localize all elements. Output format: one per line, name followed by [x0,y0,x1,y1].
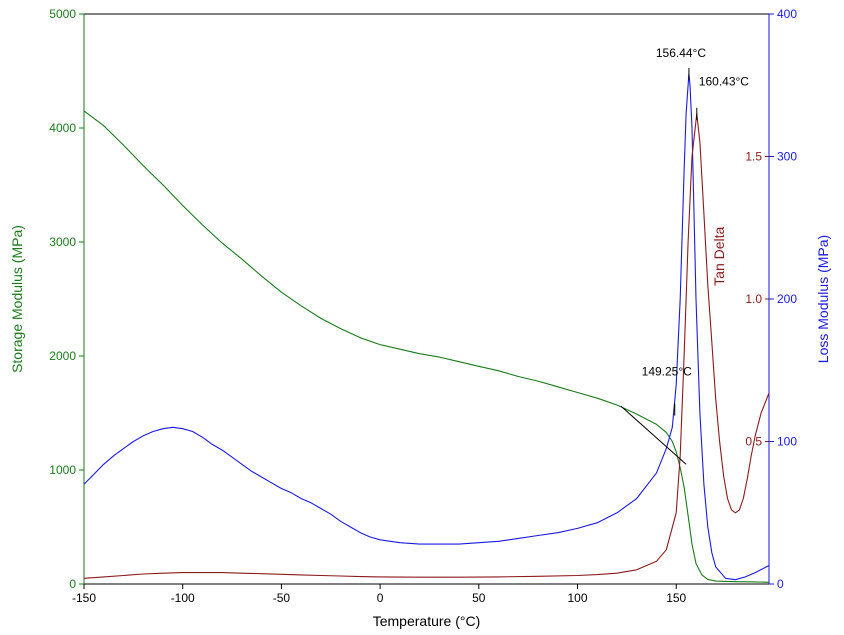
loss-modulus-axis-title: Loss Modulus (MPa) [815,235,831,363]
storage-tick-label: 3000 [49,235,76,249]
loss-tick-label: 0 [777,577,784,591]
storage-curve [83,110,770,583]
x-tick-label: -50 [273,591,291,605]
onset-label: 149.25°C [642,364,693,378]
onset-tangent-line [620,405,687,465]
x-tick-label: 150 [666,591,686,605]
tan-delta-axis-title: Tan Delta [711,226,727,285]
x-tick-label: -100 [171,591,195,605]
annotation-layer: 149.25°C 156.44°C 160.43°C [642,46,750,416]
storage-modulus-axis-title: Storage Modulus (MPa) [9,225,25,373]
tandelta-tick-label: 0.5 [745,435,762,449]
tandelta-curve [83,113,770,579]
loss-tick-label: 400 [777,7,797,21]
axes-layer: -150 -100 -50 0 50 100 15001000200030004000500… [49,7,797,605]
storage-tick-label: 0 [69,577,76,591]
loss-tick-label: 300 [777,150,797,164]
storage-tick-label: 4000 [49,121,76,135]
x-axis-title: Temperature (°C) [373,613,481,629]
x-tick-label: 50 [472,591,486,605]
x-tick-label: 100 [568,591,588,605]
plot-frame [83,13,770,585]
tan-peak-label: 160.43°C [699,74,750,88]
loss-curve [83,73,770,581]
storage-tick-label: 2000 [49,349,76,363]
loss-tick-label: 100 [777,435,797,449]
series-layer [83,73,770,583]
x-tick-label: -150 [72,591,96,605]
storage-tick-label: 1000 [49,463,76,477]
loss-tick-label: 200 [777,292,797,306]
tandelta-tick-label: 1.5 [745,150,762,164]
loss-peak-label: 156.44°C [656,46,707,60]
storage-tick-label: 5000 [49,7,76,21]
x-tick-label: 0 [377,591,384,605]
onset-tangent-layer [620,405,687,465]
tandelta-tick-label: 1.0 [745,292,762,306]
